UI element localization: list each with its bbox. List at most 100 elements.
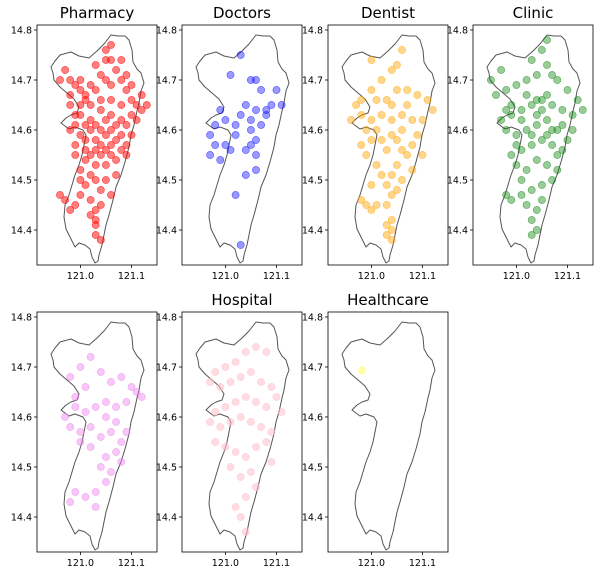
scatter-point: [382, 96, 391, 104]
y-tick-label: 14.8: [156, 313, 177, 324]
scatter-points: [347, 46, 437, 244]
scatter-point: [132, 388, 141, 396]
y-tick-label: 14.6: [156, 413, 177, 424]
scatter-point: [91, 146, 100, 154]
y-tick-label: 14.4: [11, 226, 32, 237]
y-tick-label: 14.8: [302, 313, 323, 324]
panel-healthcare: Healthcare 14.4 14.5 14.6 14.7 14.8 121.0 121.1: [302, 291, 449, 569]
y-tick-label: 14.5: [302, 463, 323, 474]
axes-frame: [472, 24, 594, 266]
y-tick-label: 14.5: [11, 463, 32, 474]
scatter-point: [76, 191, 85, 199]
scatter-point: [527, 186, 536, 194]
scatter-point: [107, 141, 115, 149]
scatter-point: [382, 146, 391, 154]
scatter-point: [66, 373, 75, 381]
scatter-point: [512, 161, 521, 169]
scatter-point: [102, 56, 110, 64]
scatter-point: [61, 196, 69, 204]
scatter-point: [538, 181, 546, 189]
scatter-point: [117, 101, 126, 109]
scatter-point: [403, 151, 411, 159]
scatter-point: [507, 196, 516, 204]
scatter-point: [107, 96, 115, 104]
scatter-point: [91, 61, 100, 69]
scatter-point: [241, 393, 250, 401]
y-tick-label: 14.6: [11, 413, 32, 424]
scatter-point: [257, 378, 265, 386]
scatter-point: [127, 383, 136, 391]
scatter-point: [377, 171, 386, 179]
scatter-point: [112, 136, 120, 144]
panel-pharmacy: Pharmacy 14.4 14.5 14.6 14.7 14.8 121.0 121.1: [11, 4, 158, 282]
scatter-point: [81, 156, 90, 164]
scatter-point: [522, 201, 531, 209]
scatter-point: [216, 383, 225, 391]
scatter-point: [86, 101, 95, 109]
scatter-point: [241, 493, 250, 501]
scatter-point: [117, 458, 126, 466]
scatter-point: [543, 131, 551, 139]
scatter-point: [122, 71, 131, 79]
scatter-point: [206, 131, 214, 139]
scatter-point: [357, 111, 366, 119]
scatter-point: [413, 91, 422, 99]
scatter-point: [558, 146, 567, 154]
scatter-point: [558, 106, 567, 114]
y-tick-label: 14.5: [156, 463, 177, 474]
scatter-point: [236, 513, 245, 521]
scatter-point: [216, 423, 225, 431]
scatter-point: [127, 131, 136, 139]
scatter-point: [512, 81, 521, 89]
scatter-point: [382, 221, 391, 229]
scatter-point: [247, 141, 255, 149]
y-tick-label: 14.5: [156, 176, 177, 187]
scatter-points: [358, 366, 367, 375]
panel-clinic: Clinic 14.4 14.5 14.6 14.7 14.8 121.0 121.1: [447, 4, 594, 282]
panel-title: Healthcare: [347, 291, 429, 309]
scatter-point: [252, 343, 260, 351]
scatter-point: [76, 363, 85, 371]
scatter-point: [142, 101, 151, 109]
scatter-point: [122, 428, 131, 436]
y-tick-label: 14.7: [156, 76, 177, 87]
scatter-points: [61, 353, 146, 511]
scatter-point: [241, 348, 250, 356]
scatter-point: [418, 116, 427, 124]
scatter-point: [568, 126, 577, 134]
scatter-point: [247, 468, 255, 476]
scatter-point: [398, 146, 406, 154]
scatter-point: [372, 161, 381, 169]
scatter-point: [91, 176, 100, 184]
axes-frame: [36, 311, 158, 553]
scatter-point: [71, 151, 80, 159]
scatter-point: [86, 81, 95, 89]
scatter-point: [257, 86, 265, 94]
scatter-point: [236, 373, 245, 381]
scatter-point: [102, 116, 110, 124]
x-tick-label: 121.1: [263, 271, 290, 282]
scatter-point: [81, 408, 90, 416]
scatter-point: [538, 136, 546, 144]
y-tick-label: 14.7: [447, 76, 468, 87]
scatter-point: [362, 201, 371, 209]
scatter-point: [277, 101, 286, 109]
scatter-point: [522, 91, 531, 99]
panel-title: Clinic: [513, 4, 554, 22]
scatter-point: [211, 438, 220, 446]
y-tick-label: 14.4: [11, 513, 32, 524]
scatter-point: [398, 46, 406, 54]
scatter-point: [76, 166, 85, 174]
scatter-point: [231, 121, 240, 129]
y-tick-label: 14.6: [302, 413, 323, 424]
scatter-point: [408, 141, 417, 149]
region-outline: [341, 321, 436, 551]
scatter-point: [102, 161, 110, 169]
scatter-point: [387, 66, 396, 74]
scatter-point: [262, 111, 271, 119]
scatter-point: [122, 86, 131, 94]
panel-title: Hospital: [211, 291, 272, 309]
scatter-point: [367, 116, 376, 124]
scatter-point: [423, 96, 432, 104]
panel-hospital: Hospital 14.4 14.5 14.6 14.7 14.8 121.0 121.1: [156, 291, 303, 569]
